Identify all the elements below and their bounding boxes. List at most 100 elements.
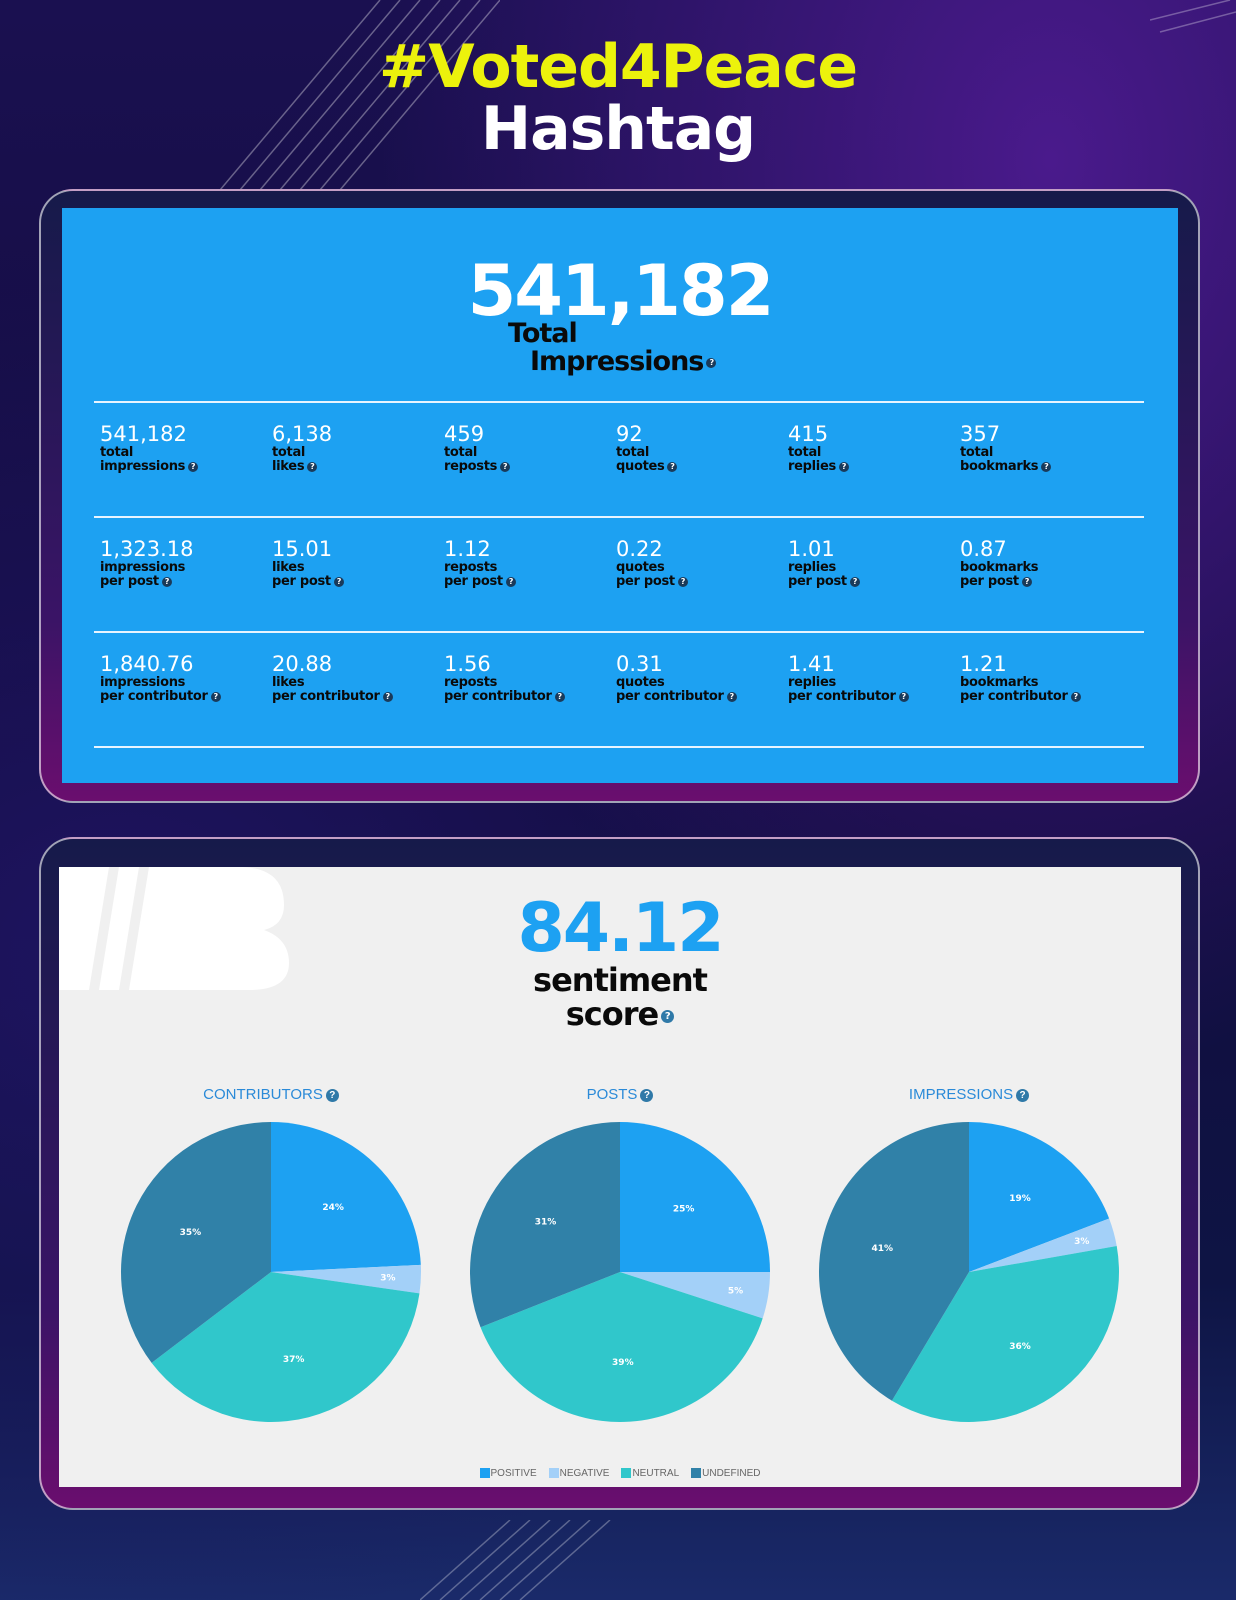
- stat-item: 15.01 likes per post?: [272, 537, 442, 589]
- pie-slice-negative: [620, 1272, 770, 1319]
- total-impressions-label-line1: Total: [508, 318, 578, 349]
- help-icon[interactable]: ?: [661, 1009, 675, 1023]
- hashtag-title: #Voted4Peace: [378, 32, 858, 102]
- pie-slice-positive: [969, 1122, 1110, 1272]
- stat-label: total: [444, 445, 478, 460]
- stat-label: reposts?: [444, 460, 614, 474]
- decorative-lines-corner: [1150, 0, 1236, 33]
- stat-label: replies: [788, 675, 836, 690]
- pie-slice-negative: [271, 1264, 421, 1294]
- pie-slice-label: 41%: [871, 1244, 893, 1254]
- stat-value: 20.88: [272, 652, 333, 676]
- stat-label: likes: [272, 675, 305, 690]
- stat-label: per post?: [444, 575, 614, 589]
- stat-label: impressions?: [100, 460, 270, 474]
- stat-value: 541,182: [100, 422, 187, 446]
- help-icon[interactable]: ?: [898, 691, 909, 702]
- stat-label: total: [100, 445, 134, 460]
- stat-item: 0.31 quotes per contributor?: [616, 652, 786, 704]
- pie-slice-label: 36%: [1009, 1342, 1031, 1352]
- sentiment-panel: 84.12 sentiment score? CONTRIBUTORS? 24% 3…: [59, 867, 1181, 1487]
- stat-value: 0.87: [960, 537, 1007, 561]
- stat-label: replies: [788, 560, 836, 575]
- sentiment-score-value: 84.12: [517, 889, 724, 968]
- stat-item: 459 total reposts?: [444, 422, 614, 474]
- pie-title: POSTS?: [470, 1086, 770, 1103]
- help-icon[interactable]: ?: [706, 357, 717, 368]
- legend-swatch: [548, 1468, 559, 1479]
- help-icon[interactable]: ?: [325, 1088, 339, 1102]
- help-icon[interactable]: ?: [1021, 576, 1032, 587]
- help-icon[interactable]: ?: [1041, 461, 1052, 472]
- stat-item: 20.88 likes per contributor?: [272, 652, 442, 704]
- help-icon[interactable]: ?: [210, 691, 221, 702]
- stat-label: per post?: [100, 575, 270, 589]
- stat-value: 1.21: [960, 652, 1007, 676]
- stat-label: reposts: [444, 675, 498, 690]
- help-icon[interactable]: ?: [333, 576, 344, 587]
- help-icon[interactable]: ?: [1016, 1088, 1030, 1102]
- divider: [94, 631, 1144, 633]
- help-icon[interactable]: ?: [849, 576, 860, 587]
- pie-slice-undefined: [121, 1122, 272, 1363]
- stat-value: 15.01: [272, 537, 333, 561]
- legend-swatch: [691, 1468, 702, 1479]
- stat-value: 415: [788, 422, 829, 446]
- stat-label: per post?: [272, 575, 442, 589]
- legend-label: NEGATIVE: [559, 1468, 610, 1479]
- pie-slice-undefined: [819, 1122, 969, 1401]
- stat-label: quotes?: [616, 460, 786, 474]
- total-impressions-label-line2: Impressions?: [530, 346, 717, 377]
- help-icon[interactable]: ?: [188, 461, 199, 472]
- stat-label: total: [788, 445, 822, 460]
- stat-item: 1.21 bookmarks per contributor?: [960, 652, 1130, 704]
- help-icon[interactable]: ?: [640, 1088, 654, 1102]
- pie-slice-negative: [969, 1218, 1117, 1272]
- help-icon[interactable]: ?: [554, 691, 565, 702]
- stat-label: likes?: [272, 460, 442, 474]
- stat-item: 6,138 total likes?: [272, 422, 442, 474]
- pie-slice-label: 5%: [728, 1286, 743, 1296]
- stat-label: bookmarks: [960, 675, 1039, 690]
- stat-value: 1.41: [788, 652, 835, 676]
- help-icon[interactable]: ?: [838, 461, 849, 472]
- stat-item: 0.22 quotes per post?: [616, 537, 786, 589]
- hashtag-subtitle: Hashtag: [480, 94, 756, 164]
- help-icon[interactable]: ?: [161, 576, 172, 587]
- stat-label: per post?: [616, 575, 786, 589]
- stat-item: 1.01 replies per post?: [788, 537, 958, 589]
- pie-slice-positive: [620, 1122, 770, 1272]
- help-icon[interactable]: ?: [667, 461, 678, 472]
- stat-label: replies?: [788, 460, 958, 474]
- help-icon[interactable]: ?: [500, 461, 511, 472]
- stat-label: per post?: [788, 575, 958, 589]
- stat-label: per contributor?: [444, 690, 614, 704]
- legend-item-neutral: NEUTRAL: [621, 1468, 679, 1479]
- help-icon[interactable]: ?: [382, 691, 393, 702]
- pie-title: IMPRESSIONS?: [819, 1086, 1119, 1103]
- total-impressions-value: 541,182: [467, 250, 775, 332]
- brand-watermark: [59, 867, 289, 990]
- stat-label: per contributor?: [960, 690, 1130, 704]
- help-icon[interactable]: ?: [726, 691, 737, 702]
- stat-item: 1.12 reposts per post?: [444, 537, 614, 589]
- stat-value: 0.22: [616, 537, 663, 561]
- stat-label: per contributor?: [788, 690, 958, 704]
- legend-label: NEUTRAL: [632, 1468, 680, 1479]
- stat-item: 1.56 reposts per contributor?: [444, 652, 614, 704]
- help-icon[interactable]: ?: [677, 576, 688, 587]
- help-icon[interactable]: ?: [505, 576, 516, 587]
- help-icon[interactable]: ?: [307, 461, 318, 472]
- stat-label: quotes: [616, 560, 665, 575]
- help-icon[interactable]: ?: [1070, 691, 1081, 702]
- pie-slice-undefined: [470, 1122, 620, 1328]
- stat-item: 357 total bookmarks?: [960, 422, 1130, 474]
- decorative-lines-bottom: [420, 1520, 611, 1600]
- pie-chart: 24% 3% 37% 35%: [121, 1122, 421, 1422]
- legend-item-negative: NEGATIVE: [548, 1468, 610, 1479]
- stat-item: 0.87 bookmarks per post?: [960, 537, 1130, 589]
- pie-slice-label: 25%: [673, 1204, 695, 1214]
- stat-label: bookmarks?: [960, 460, 1130, 474]
- legend-swatch: [621, 1468, 632, 1479]
- pie-slice-label: 35%: [180, 1228, 202, 1238]
